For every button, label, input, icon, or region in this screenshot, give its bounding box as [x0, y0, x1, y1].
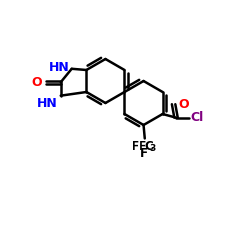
Text: HN: HN — [37, 97, 58, 110]
Text: HN: HN — [49, 61, 70, 74]
Text: FF: FF — [132, 140, 146, 153]
Text: C: C — [145, 140, 154, 153]
Text: Cl: Cl — [191, 111, 204, 124]
Text: O: O — [32, 76, 42, 89]
Text: F: F — [140, 147, 148, 160]
Text: 3: 3 — [150, 144, 156, 153]
Text: O: O — [178, 98, 189, 111]
